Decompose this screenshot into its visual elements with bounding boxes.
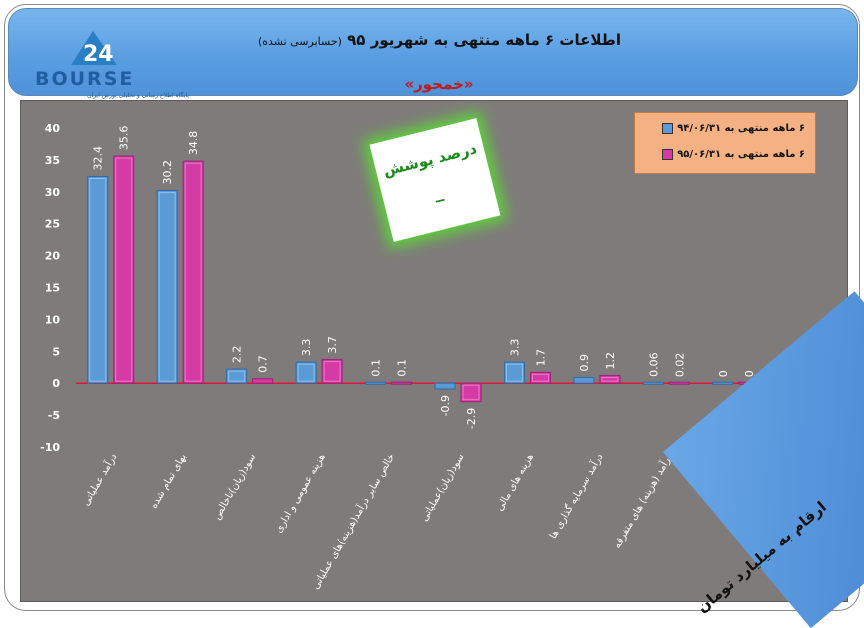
bar-bevel-s1-6 bbox=[505, 363, 523, 382]
bourse-logo: 24 BOURSE پایگاه اطلاع رسانی و تحلیلی بو… bbox=[35, 31, 189, 99]
bar-s2-3 bbox=[321, 359, 343, 384]
y-tick-label: 0 bbox=[52, 377, 60, 390]
legend-label-2: ۶ ماهه منتهی به ۹۵/۰۶/۳۱ bbox=[677, 149, 805, 160]
bar-bevel-s2-5 bbox=[462, 384, 480, 401]
y-tick-label: -5 bbox=[48, 409, 60, 422]
y-tick-label: 5 bbox=[52, 345, 60, 358]
legend-swatch-2 bbox=[662, 149, 674, 160]
data-label-s1-1: 30.2 bbox=[161, 160, 174, 185]
bar-s2-5 bbox=[460, 382, 482, 403]
data-label-s2-1: 34.8 bbox=[187, 131, 200, 156]
category-label-0: درآمد عملیاتی bbox=[79, 451, 119, 508]
y-tick-label: 10 bbox=[45, 313, 61, 326]
bar-s1-5 bbox=[434, 382, 456, 390]
bar-s1-6 bbox=[503, 361, 525, 384]
category-label-1: بهای تمام شده bbox=[149, 452, 189, 511]
data-label-s2-5: -2.9 bbox=[465, 408, 478, 429]
title-main: اطلاعات ۶ ماهه منتهی به شهریور ۹۵ bbox=[347, 31, 621, 49]
legend-label-1: ۶ ماهه منتهی به ۹۴/۰۶/۳۱ bbox=[677, 123, 805, 134]
bar-s1-3 bbox=[295, 361, 317, 384]
y-tick-label: 35 bbox=[45, 154, 60, 167]
data-label-s1-4: 0.1 bbox=[370, 359, 383, 377]
data-label-s2-8: 0.02 bbox=[673, 353, 686, 378]
data-label-s2-0: 35.6 bbox=[118, 126, 131, 150]
bar-s1-0 bbox=[87, 175, 109, 384]
logo-number: 24 bbox=[83, 42, 114, 67]
page-title: اطلاعات ۶ ماهه منتهی به شهریور ۹۵ (حسابر… bbox=[209, 31, 621, 49]
category-label-6: هزینه های مالی bbox=[494, 452, 536, 513]
header-banner: 24 BOURSE پایگاه اطلاع رسانی و تحلیلی بو… bbox=[8, 8, 858, 99]
data-label-s1-2: 2.2 bbox=[231, 346, 244, 364]
legend-item-2: ۶ ماهه منتهی به ۹۵/۰۶/۳۱ bbox=[662, 149, 805, 160]
category-label-8: درآمد (هزینه) های متفرقه bbox=[610, 451, 675, 550]
bar-s1-7 bbox=[573, 376, 595, 384]
bar-bevel-s2-1 bbox=[184, 162, 202, 382]
data-label-s2-7: 1.2 bbox=[604, 352, 617, 370]
bar-bevel-s2-0 bbox=[115, 157, 133, 382]
category-label-5: سود(زیان)عملیاتی bbox=[419, 452, 467, 523]
legend-item-1: ۶ ماهه منتهی به ۹۴/۰۶/۳۱ bbox=[662, 123, 805, 134]
bar-s1-1 bbox=[156, 190, 178, 384]
bar-s2-7 bbox=[599, 375, 621, 384]
chart-legend: ۶ ماهه منتهی به ۹۴/۰۶/۳۱ ۶ ماهه منتهی به… bbox=[634, 112, 816, 174]
data-label-s1-5: -0.9 bbox=[439, 395, 452, 416]
data-label-s1-6: 3.3 bbox=[508, 339, 521, 357]
bar-bevel-s1-1 bbox=[158, 192, 176, 382]
data-label-s2-2: 0.7 bbox=[257, 355, 270, 373]
bar-s2-1 bbox=[182, 160, 204, 384]
bar-bevel-s2-6 bbox=[531, 373, 549, 382]
data-label-s2-6: 1.7 bbox=[534, 349, 547, 367]
bar-s2-4 bbox=[391, 381, 413, 385]
title-note: (حسابرسی نشده) bbox=[257, 35, 342, 48]
y-tick-label: 40 bbox=[45, 122, 61, 135]
data-label-s1-7: 0.9 bbox=[578, 354, 591, 372]
y-tick-label: 20 bbox=[45, 250, 61, 263]
category-label-3: هزینه عمومی و اداری bbox=[273, 452, 327, 535]
company-symbol: «خمحور» bbox=[404, 75, 474, 93]
y-tick-label: -10 bbox=[40, 441, 60, 454]
bar-s2-8 bbox=[668, 381, 690, 385]
category-label-2: سود(زیان)ناخالص bbox=[212, 452, 259, 522]
data-label-s1-9: 0 bbox=[717, 370, 730, 377]
y-tick-label: 15 bbox=[45, 282, 60, 295]
bar-s1-4 bbox=[365, 381, 387, 385]
y-tick-label: 30 bbox=[45, 186, 61, 199]
bar-bevel-s2-3 bbox=[323, 361, 341, 382]
legend-swatch-1 bbox=[662, 123, 674, 134]
data-label-s1-8: 0.06 bbox=[647, 352, 660, 377]
bar-bevel-s1-0 bbox=[89, 177, 107, 382]
y-tick-label: 25 bbox=[45, 218, 60, 231]
bar-bevel-s1-2 bbox=[228, 370, 246, 382]
category-label-4: خالص سایر درآمد(هزینه)های عملیاتی bbox=[309, 451, 398, 591]
data-label-s1-0: 32.4 bbox=[92, 146, 105, 171]
data-label-s1-3: 3.3 bbox=[300, 339, 313, 357]
bar-s1-8 bbox=[642, 381, 664, 385]
logo-caption: پایگاه اطلاع رسانی و تحلیلی بورس ایران bbox=[87, 91, 189, 99]
logo-triangle bbox=[71, 31, 117, 65]
bar-s1-9 bbox=[712, 381, 734, 385]
data-label-s2-3: 3.7 bbox=[326, 336, 339, 354]
logo-text: BOURSE bbox=[35, 68, 134, 90]
data-label-s2-4: 0.1 bbox=[396, 359, 409, 377]
bar-s2-6 bbox=[529, 371, 551, 384]
bar-bevel-s1-3 bbox=[297, 363, 315, 382]
category-label-7: درآمد سرمایه گذاری ها bbox=[546, 451, 605, 541]
bar-bevel-s2-7 bbox=[601, 377, 619, 382]
bar-s1-2 bbox=[226, 368, 248, 384]
data-label-s2-9: 0 bbox=[743, 370, 756, 377]
bar-s2-2 bbox=[252, 378, 274, 384]
bar-s2-0 bbox=[113, 155, 135, 384]
